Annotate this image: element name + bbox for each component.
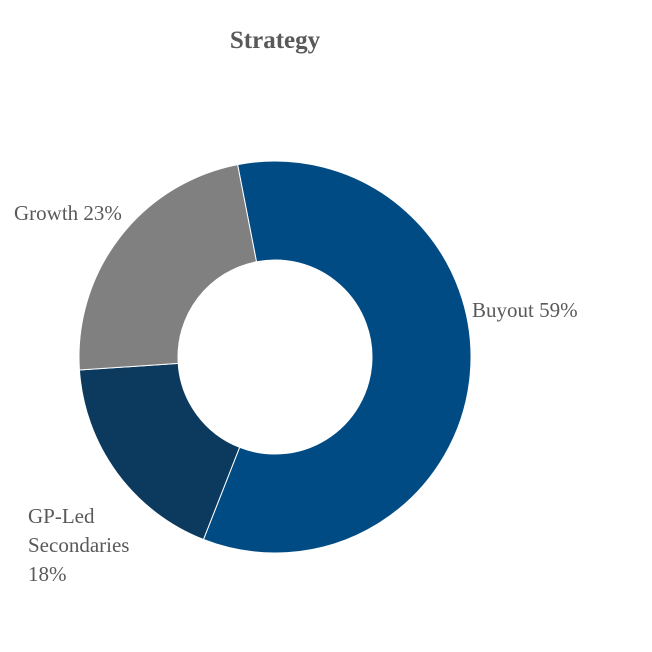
label-growth-line: Growth 23% xyxy=(14,201,122,225)
donut-slices xyxy=(78,160,472,554)
data-labels: Buyout 59% GP-Led Secondaries 18% Growth 23% xyxy=(14,201,578,586)
slice-gp-led-secondaries xyxy=(78,362,241,541)
label-gp-led-secondaries-line: Secondaries xyxy=(28,533,129,557)
label-gp-led-secondaries: GP-Led Secondaries 18% xyxy=(28,504,129,586)
label-buyout: Buyout 59% xyxy=(472,298,578,322)
chart-title: Strategy xyxy=(230,27,321,54)
label-gp-led-secondaries-line: 18% xyxy=(28,562,67,586)
label-growth: Growth 23% xyxy=(14,201,122,225)
slice-growth xyxy=(78,164,258,371)
slice-buyout xyxy=(202,160,472,554)
label-gp-led-secondaries-line: GP-Led xyxy=(28,504,95,528)
label-buyout-line: Buyout 59% xyxy=(472,298,578,322)
